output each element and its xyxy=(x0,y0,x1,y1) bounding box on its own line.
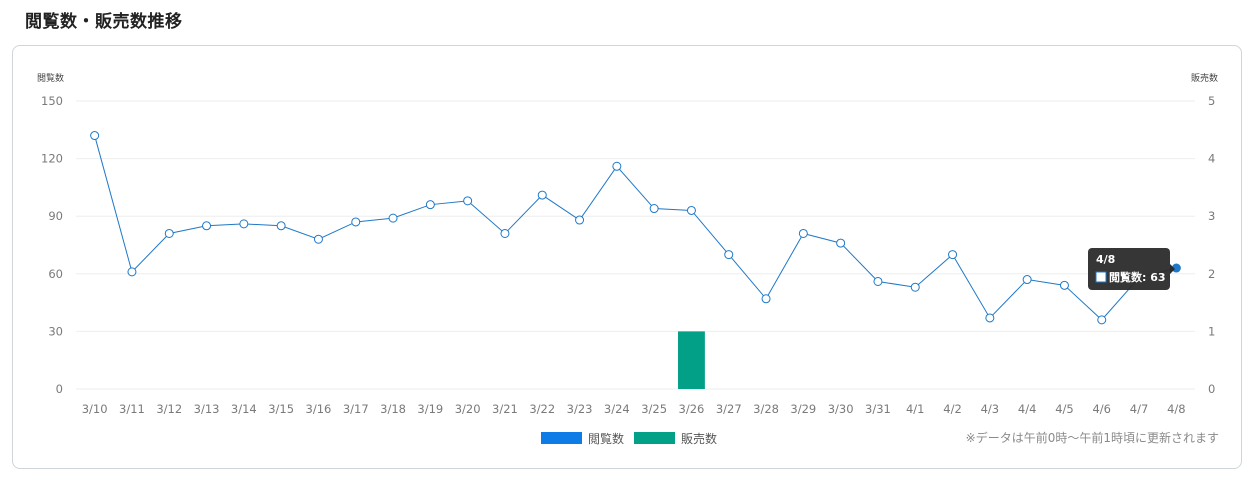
x-tick-label: 3/15 xyxy=(268,402,294,416)
point-views[interactable] xyxy=(948,250,958,260)
x-tick-label: 4/1 xyxy=(906,402,925,416)
point-views[interactable] xyxy=(500,228,510,238)
y-tick-right: 3 xyxy=(1208,209,1215,223)
x-tick-label: 3/11 xyxy=(119,402,145,416)
x-tick-label: 3/26 xyxy=(679,402,705,416)
x-tick-label: 3/30 xyxy=(828,402,854,416)
point-views[interactable] xyxy=(463,196,473,206)
x-tick-label: 3/22 xyxy=(529,402,555,416)
y-tick-right: 5 xyxy=(1208,94,1215,108)
point-views[interactable] xyxy=(90,131,100,141)
x-tick-label: 3/23 xyxy=(567,402,593,416)
point-views[interactable] xyxy=(425,200,435,210)
x-tick-label: 3/16 xyxy=(306,402,332,416)
y-tick-left: 90 xyxy=(48,209,63,223)
point-views[interactable] xyxy=(127,267,137,277)
tooltip-title: 4/8 xyxy=(1096,253,1115,266)
point-views[interactable] xyxy=(1097,315,1107,325)
y-tick-right: 0 xyxy=(1208,382,1215,396)
y-tick-left: 150 xyxy=(41,94,63,108)
x-tick-label: 3/29 xyxy=(790,402,816,416)
x-tick-label: 3/31 xyxy=(865,402,891,416)
point-views[interactable] xyxy=(1022,275,1032,285)
point-views[interactable] xyxy=(313,234,323,244)
y-tick-right: 1 xyxy=(1208,324,1215,338)
chart-card: 閲覧数 販売数 0 30 60 90 120 150 0 1 2 3 4 5 3/10 3/11 3/12 3/1… xyxy=(12,45,1242,469)
y-tick-left: 120 xyxy=(41,152,63,166)
point-views[interactable] xyxy=(724,250,734,260)
x-tick-label: 4/4 xyxy=(1018,402,1037,416)
y-tick-left: 30 xyxy=(48,324,63,338)
point-views[interactable] xyxy=(351,217,361,227)
tooltip-box xyxy=(1088,248,1170,290)
x-tick-label: 4/7 xyxy=(1130,402,1149,416)
tooltip-text: 閲覧数: 63 xyxy=(1109,270,1166,284)
x-tick-label: 3/19 xyxy=(417,402,443,416)
x-tick-label: 3/28 xyxy=(753,402,779,416)
x-tick-label: 3/18 xyxy=(380,402,406,416)
x-tick-label: 3/27 xyxy=(716,402,742,416)
x-tick-label: 4/5 xyxy=(1055,402,1074,416)
x-tick-label: 4/6 xyxy=(1092,402,1111,416)
point-views[interactable] xyxy=(202,221,212,231)
y-tick-right: 2 xyxy=(1208,267,1215,281)
tooltip-swatch xyxy=(1095,271,1107,283)
update-footnote: ※データは午前0時〜午前1時頃に更新されます xyxy=(966,430,1219,445)
point-views[interactable] xyxy=(985,313,995,323)
x-tick-label: 3/10 xyxy=(82,402,108,416)
point-views[interactable] xyxy=(276,221,286,231)
legend-swatch[interactable] xyxy=(634,432,675,444)
point-views[interactable] xyxy=(910,282,920,292)
point-views[interactable] xyxy=(761,294,771,304)
y-tick-left: 0 xyxy=(56,382,63,396)
point-views[interactable] xyxy=(239,219,249,229)
x-tick-label: 3/12 xyxy=(156,402,182,416)
tooltip-arrow xyxy=(1170,264,1175,274)
bar-sales[interactable] xyxy=(678,331,705,389)
point-views[interactable] xyxy=(537,190,547,200)
point-views[interactable] xyxy=(1059,280,1069,290)
point-views[interactable] xyxy=(388,213,398,223)
y-axis-left-label: 閲覧数 xyxy=(37,72,64,84)
y-axis-right-label: 販売数 xyxy=(1191,72,1218,84)
y-tick-left: 60 xyxy=(48,267,63,281)
x-tick-label: 3/17 xyxy=(343,402,369,416)
x-tick-label: 4/8 xyxy=(1167,402,1186,416)
x-tick-label: 4/3 xyxy=(981,402,1000,416)
section-title: 閲覧数・販売数推移 xyxy=(25,12,183,32)
y-tick-right: 4 xyxy=(1208,152,1215,166)
point-views[interactable] xyxy=(873,276,883,286)
point-views[interactable] xyxy=(612,161,622,171)
x-tick-label: 3/21 xyxy=(492,402,518,416)
legend-label: 販売数 xyxy=(681,431,717,446)
point-views[interactable] xyxy=(798,228,808,238)
point-views[interactable] xyxy=(164,228,174,238)
point-views[interactable] xyxy=(649,204,659,214)
x-tick-label: 3/25 xyxy=(641,402,667,416)
x-tick-label: 3/20 xyxy=(455,402,481,416)
x-tick-label: 3/24 xyxy=(604,402,630,416)
x-tick-label: 3/14 xyxy=(231,402,257,416)
x-tick-label: 3/13 xyxy=(194,402,220,416)
point-views[interactable] xyxy=(575,215,585,225)
line-views xyxy=(94,135,1177,321)
legend-label: 閲覧数 xyxy=(588,431,624,446)
point-views[interactable] xyxy=(686,205,696,215)
point-views[interactable] xyxy=(836,238,846,248)
legend-swatch[interactable] xyxy=(541,432,582,444)
x-tick-label: 4/2 xyxy=(943,402,962,416)
